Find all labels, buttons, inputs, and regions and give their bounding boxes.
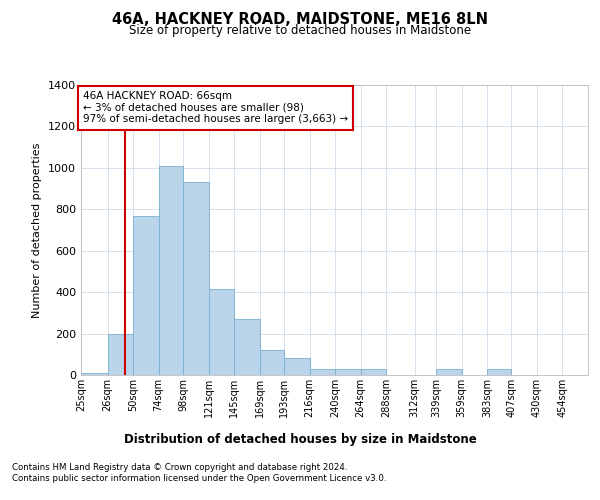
Bar	[133, 216, 158, 375]
Bar	[361, 369, 386, 375]
Bar	[234, 319, 260, 375]
Bar	[310, 369, 335, 375]
Bar	[158, 166, 183, 375]
Text: Distribution of detached houses by size in Maidstone: Distribution of detached houses by size …	[124, 432, 476, 446]
Text: 46A, HACKNEY ROAD, MAIDSTONE, ME16 8LN: 46A, HACKNEY ROAD, MAIDSTONE, ME16 8LN	[112, 12, 488, 28]
Bar	[209, 289, 234, 375]
Bar	[81, 373, 107, 375]
Text: Contains public sector information licensed under the Open Government Licence v3: Contains public sector information licen…	[12, 474, 386, 483]
Text: 46A HACKNEY ROAD: 66sqm
← 3% of detached houses are smaller (98)
97% of semi-det: 46A HACKNEY ROAD: 66sqm ← 3% of detached…	[83, 91, 348, 124]
Bar	[183, 182, 209, 375]
Bar	[335, 369, 361, 375]
Bar	[260, 350, 284, 375]
Text: Contains HM Land Registry data © Crown copyright and database right 2024.: Contains HM Land Registry data © Crown c…	[12, 462, 347, 471]
Bar	[284, 358, 310, 375]
Y-axis label: Number of detached properties: Number of detached properties	[32, 142, 43, 318]
Text: Size of property relative to detached houses in Maidstone: Size of property relative to detached ho…	[129, 24, 471, 37]
Bar	[107, 334, 133, 375]
Bar	[487, 369, 511, 375]
Bar	[436, 369, 461, 375]
